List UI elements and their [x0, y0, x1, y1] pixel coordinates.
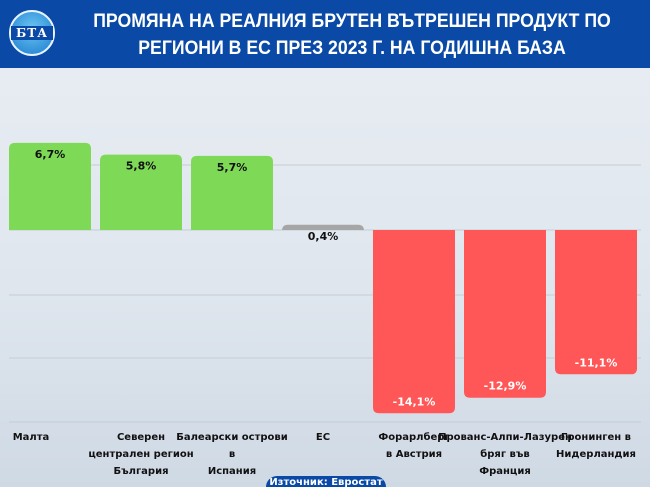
data-label: -12,9%	[484, 380, 527, 393]
data-label: 5,8%	[126, 160, 157, 173]
bar-group: 5,7% Балеарски острови в Испания	[176, 155, 288, 477]
bar-group: -14,1% Форарлберг в Австрия	[373, 230, 455, 460]
bar-group: -11,1% Гронинген в Нидерландия	[555, 230, 637, 460]
bar	[464, 230, 546, 398]
category-label: Испания	[208, 466, 256, 477]
bar-group: 6,7% Малта	[9, 142, 91, 443]
source-label: Източник: Евростат	[266, 476, 386, 487]
category-label: в Австрия	[386, 449, 442, 460]
category-label: Нидерландия	[556, 449, 636, 460]
category-label: централен регион	[88, 449, 193, 460]
bar-group: -12,9% Прованс-Алпи-Лазурен бряг във Франци…	[438, 230, 572, 477]
header: БТА ПРОМЯНА НА РЕАЛНИЯ БРУТЕН ВЪТРЕШЕН П…	[0, 0, 650, 68]
category-label: в	[229, 449, 235, 460]
data-label: 0,4%	[308, 230, 339, 243]
category-label: Прованс-Алпи-Лазурен	[438, 432, 572, 443]
data-label: 6,7%	[35, 148, 66, 161]
category-label: Франция	[479, 466, 531, 477]
bar	[100, 154, 182, 230]
data-label: 5,7%	[217, 161, 248, 174]
category-label: България	[113, 466, 168, 477]
bar-group: 5,8% Северен централен регион България	[88, 154, 194, 477]
bar	[282, 224, 364, 231]
category-label: Форарлберг	[378, 431, 449, 443]
chart-title: ПРОМЯНА НА РЕАЛНИЯ БРУТЕН ВЪТРЕШЕН ПРОДУ…	[93, 11, 611, 59]
bar	[373, 230, 455, 414]
logo-text: БТА	[11, 26, 53, 40]
bta-logo: БТА	[9, 10, 55, 56]
category-label: Гронинген в	[561, 432, 631, 443]
category-label: Балеарски острови	[176, 432, 288, 443]
data-label: -14,1%	[393, 395, 436, 408]
bar	[555, 230, 637, 375]
category-label: Северен	[117, 432, 165, 443]
category-label: Малта	[13, 432, 50, 443]
bar-group: 0,4% ЕС	[282, 224, 364, 443]
bar	[191, 155, 273, 230]
bar	[9, 142, 91, 230]
category-label: ЕС	[316, 432, 330, 443]
category-label: бряг във	[480, 448, 529, 460]
data-label: -11,1%	[575, 356, 618, 369]
